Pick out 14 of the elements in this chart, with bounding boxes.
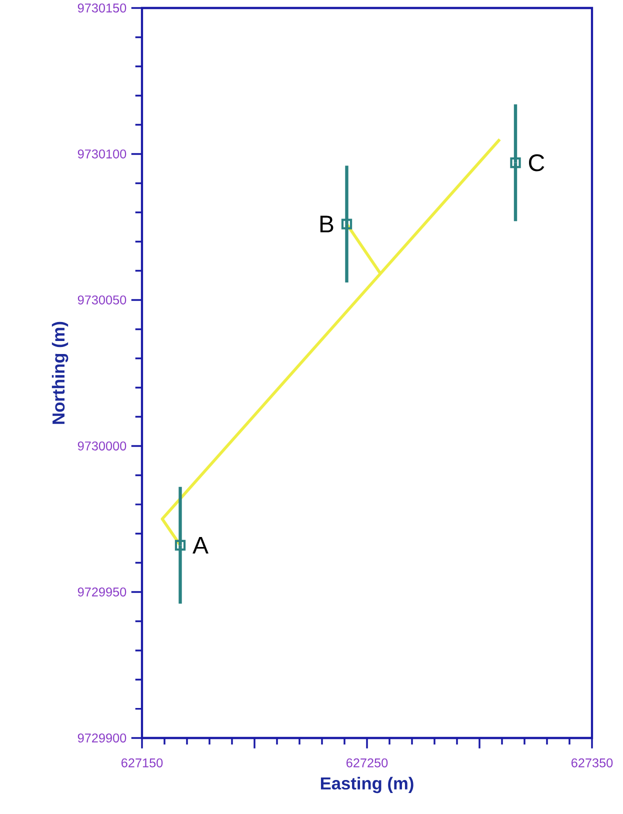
y-tick-label: 9730050 [78, 295, 126, 304]
annotation: C [528, 154, 544, 172]
x-tick-label: 627350 [572, 758, 613, 768]
annotation: B [320, 216, 334, 232]
y-tick-label: 9730000 [78, 441, 126, 450]
y-tick-label: 9729950 [78, 588, 126, 596]
y-tick-label: 9729900 [78, 734, 126, 742]
x-tick-label: 627250 [346, 758, 388, 768]
x-tick-label: 627150 [122, 758, 163, 768]
y-tick-label: 9730150 [78, 4, 126, 12]
y-axis-title: Northing (m) [52, 322, 68, 424]
annotation: A [192, 536, 208, 554]
x-axis-title: Easting (m) [320, 776, 414, 794]
y-tick-label: 9730100 [78, 149, 126, 158]
